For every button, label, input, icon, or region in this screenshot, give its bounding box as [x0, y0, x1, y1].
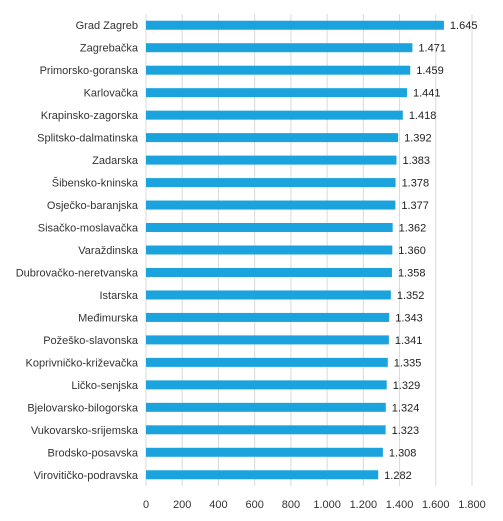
data-label: 1.459: [416, 65, 444, 77]
category-label: Krapinsko-zagorska: [41, 110, 139, 122]
data-label: 1.418: [409, 110, 437, 122]
data-label: 1.324: [392, 402, 420, 414]
bar: [146, 200, 396, 210]
category-label: Vukovarsko-srijemska: [31, 425, 139, 437]
data-label: 1.377: [401, 200, 429, 212]
x-tick-label: 1.800: [458, 499, 486, 511]
category-label: Koprivničko-križevačka: [26, 357, 139, 369]
data-label: 1.383: [402, 155, 430, 167]
bar: [146, 357, 388, 367]
x-tick-label: 800: [282, 499, 300, 511]
category-label: Zagrebačka: [80, 43, 139, 55]
bar: [146, 20, 444, 30]
x-tick-label: 1.400: [386, 499, 414, 511]
bar: [146, 223, 393, 233]
bar: [146, 178, 396, 188]
bar: [146, 335, 389, 345]
bar: [146, 447, 383, 457]
x-tick-label: 1.200: [350, 499, 378, 511]
category-label: Šibensko-kninska: [52, 177, 139, 190]
data-label: 1.358: [398, 267, 426, 279]
bar: [146, 245, 393, 255]
x-tick-label: 1.000: [313, 499, 341, 511]
data-label: 1.362: [399, 223, 427, 235]
category-label: Grad Zagreb: [76, 20, 138, 32]
bar: [146, 43, 413, 53]
category-label: Primorsko-goranska: [40, 65, 139, 77]
x-tick-label: 0: [143, 499, 149, 511]
bar: [146, 402, 386, 412]
category-label: Istarska: [99, 290, 138, 302]
bar: [146, 155, 397, 165]
category-labels: Grad Zagreb Zagrebačka Primorsko-goranska K…: [16, 20, 139, 482]
data-label: 1.329: [393, 380, 421, 392]
category-label: Varaždinska: [78, 245, 139, 257]
category-label: Sisačko-moslavačka: [38, 223, 139, 235]
category-label: Zadarska: [92, 155, 139, 167]
category-label: Virovitičko-podravska: [34, 470, 139, 482]
data-label: 1.360: [398, 245, 426, 257]
bar: [146, 110, 403, 120]
bar: [146, 425, 386, 435]
bars: [146, 20, 444, 480]
x-axis-ticks: 0 200 400 600 800 1.000 1.200 1.400 1.600 1.800: [143, 499, 486, 511]
x-tick-label: 400: [209, 499, 227, 511]
data-label: 1.441: [413, 88, 441, 100]
data-label: 1.335: [394, 357, 422, 369]
data-label: 1.378: [402, 178, 430, 190]
x-tick-label: 600: [245, 499, 263, 511]
bar: [146, 65, 411, 75]
bar: [146, 470, 379, 480]
category-label: Ličko-senjska: [71, 380, 139, 392]
data-label: 1.282: [384, 470, 412, 482]
category-label: Osječko-baranjska: [47, 200, 139, 212]
bar: [146, 312, 390, 322]
category-label: Brodsko-posavska: [48, 447, 139, 459]
category-label: Požeško-slavonska: [43, 335, 139, 347]
bar: [146, 88, 407, 98]
data-label: 1.341: [395, 335, 423, 347]
bar: [146, 267, 392, 277]
category-label: Splitsko-dalmatinska: [37, 133, 139, 145]
x-tick-label: 200: [173, 499, 191, 511]
data-label: 1.392: [404, 133, 432, 145]
bar: [146, 133, 399, 143]
category-label: Međimurska: [78, 312, 139, 324]
bar: [146, 290, 391, 300]
value-labels: 1.645 1.471 1.459 1.441 1.418 1.392 1.383 1.378…: [384, 20, 477, 482]
category-label: Karlovačka: [84, 88, 139, 100]
category-label: Dubrovačko-neretvanska: [16, 267, 139, 279]
data-label: 1.323: [392, 425, 420, 437]
data-label: 1.471: [418, 43, 446, 55]
data-label: 1.308: [389, 447, 417, 459]
data-label: 1.352: [397, 290, 425, 302]
data-label: 1.645: [450, 20, 478, 32]
bar: [146, 380, 387, 390]
x-tick-label: 1.600: [422, 499, 450, 511]
category-label: Bjelovarsko-bilogorska: [27, 402, 139, 414]
data-label: 1.343: [395, 312, 423, 324]
